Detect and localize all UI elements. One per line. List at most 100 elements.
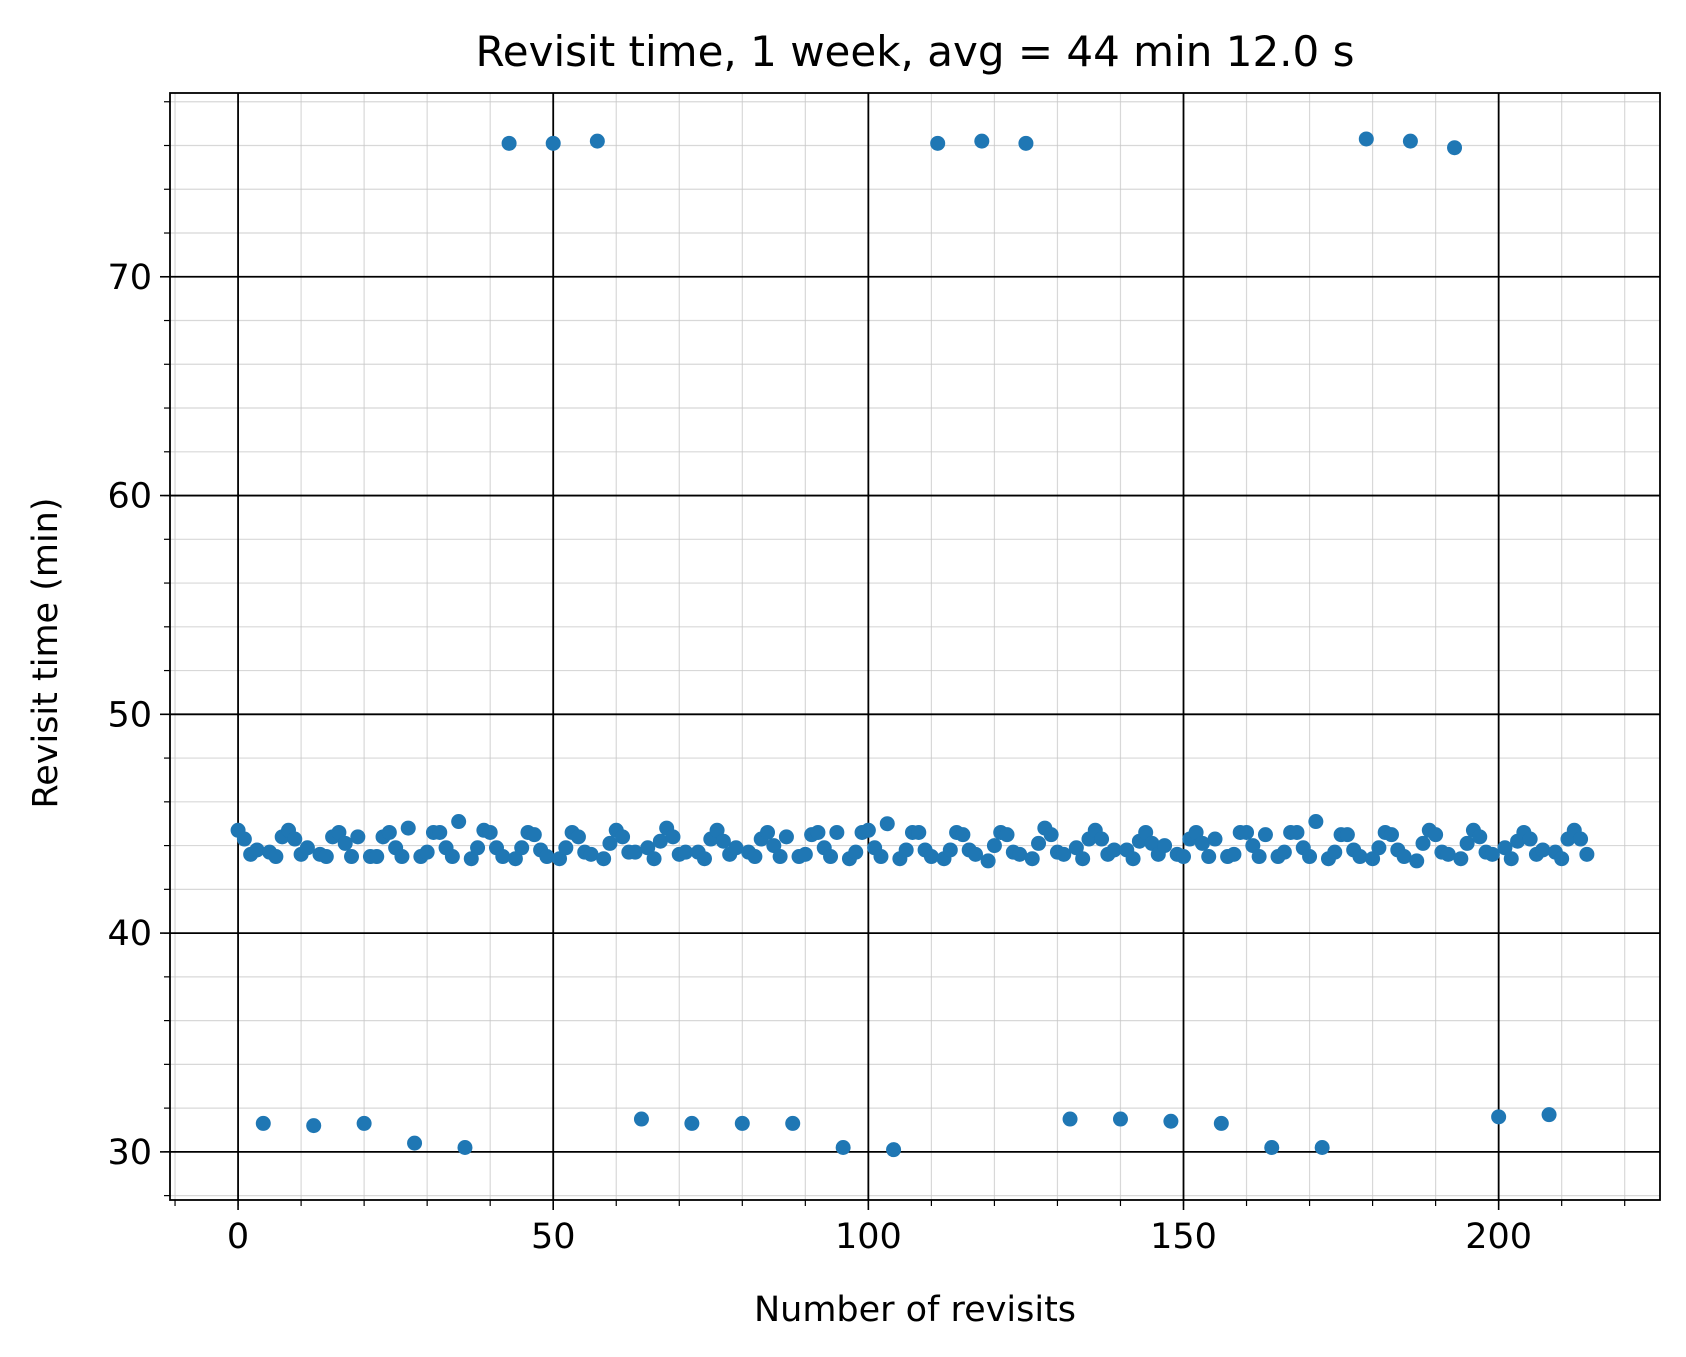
data-point bbox=[1383, 827, 1399, 843]
data-point bbox=[1352, 849, 1368, 865]
data-point bbox=[1257, 827, 1273, 843]
data-point bbox=[728, 840, 744, 856]
data-point bbox=[1138, 824, 1154, 840]
data-point bbox=[356, 1115, 372, 1131]
data-point bbox=[1264, 1139, 1280, 1155]
data-point bbox=[665, 829, 681, 845]
data-point bbox=[602, 835, 618, 851]
data-point bbox=[1554, 851, 1570, 867]
data-point bbox=[1226, 846, 1242, 862]
data-point bbox=[1201, 849, 1217, 865]
data-point bbox=[381, 824, 397, 840]
data-point bbox=[1031, 835, 1047, 851]
data-points bbox=[230, 131, 1595, 1158]
x-tick-labels: 0 50 100 150 200 bbox=[227, 1217, 1532, 1257]
y-tick-label: 50 bbox=[107, 695, 152, 735]
data-point bbox=[898, 842, 914, 858]
data-point bbox=[835, 1139, 851, 1155]
data-point bbox=[886, 1142, 902, 1158]
data-point bbox=[589, 133, 605, 149]
data-point bbox=[1194, 835, 1210, 851]
data-point bbox=[1125, 851, 1141, 867]
data-point bbox=[249, 842, 265, 858]
data-point bbox=[394, 849, 410, 865]
minor-grid bbox=[170, 93, 1660, 1200]
data-point bbox=[968, 846, 984, 862]
data-point bbox=[268, 849, 284, 865]
data-point bbox=[747, 849, 763, 865]
data-point bbox=[400, 820, 416, 836]
data-point bbox=[980, 853, 996, 869]
data-point bbox=[1339, 827, 1355, 843]
data-point bbox=[1075, 851, 1091, 867]
data-point bbox=[1302, 849, 1318, 865]
data-point bbox=[1415, 835, 1431, 851]
data-point bbox=[879, 816, 895, 832]
data-point bbox=[451, 814, 467, 830]
data-point bbox=[1402, 133, 1418, 149]
data-point bbox=[615, 829, 631, 845]
data-point bbox=[596, 851, 612, 867]
y-tick-label: 60 bbox=[107, 477, 152, 517]
data-point bbox=[558, 840, 574, 856]
data-point bbox=[236, 831, 252, 847]
data-point bbox=[1024, 851, 1040, 867]
data-point bbox=[1043, 827, 1059, 843]
x-tick-label: 150 bbox=[1150, 1217, 1217, 1257]
data-point bbox=[1188, 824, 1204, 840]
data-point bbox=[715, 833, 731, 849]
data-point bbox=[810, 824, 826, 840]
data-point bbox=[1289, 824, 1305, 840]
data-point bbox=[1409, 853, 1425, 869]
data-point bbox=[501, 135, 517, 151]
data-point bbox=[1358, 131, 1374, 147]
data-point bbox=[1535, 842, 1551, 858]
x-tick-label: 50 bbox=[531, 1217, 576, 1257]
data-point bbox=[999, 827, 1015, 843]
data-point bbox=[772, 849, 788, 865]
data-point bbox=[1472, 829, 1488, 845]
y-axis-label: Revisit time (min) bbox=[26, 497, 66, 808]
data-point bbox=[495, 849, 511, 865]
data-point bbox=[860, 822, 876, 838]
major-grid bbox=[170, 93, 1660, 1200]
data-point bbox=[848, 844, 864, 860]
data-point bbox=[734, 1115, 750, 1131]
data-point bbox=[1522, 831, 1538, 847]
axis-ticks bbox=[160, 101, 1626, 1210]
data-point bbox=[1213, 1115, 1229, 1131]
data-point bbox=[627, 844, 643, 860]
data-point bbox=[986, 838, 1002, 854]
data-point bbox=[1012, 846, 1028, 862]
data-point bbox=[552, 851, 568, 867]
data-point bbox=[1428, 827, 1444, 843]
data-point bbox=[785, 1115, 801, 1131]
data-point bbox=[570, 829, 586, 845]
y-tick-labels: 30 40 50 60 70 bbox=[107, 258, 152, 1173]
plot-frame bbox=[169, 92, 1661, 1201]
x-tick-label: 100 bbox=[835, 1217, 902, 1257]
data-point bbox=[1327, 844, 1343, 860]
data-point bbox=[507, 851, 523, 867]
data-point bbox=[1094, 831, 1110, 847]
y-tick-label: 40 bbox=[107, 914, 152, 954]
data-point bbox=[1459, 835, 1475, 851]
data-point bbox=[1365, 851, 1381, 867]
x-tick-label: 0 bbox=[227, 1217, 249, 1257]
data-point bbox=[1453, 851, 1469, 867]
data-point bbox=[696, 851, 712, 867]
data-point bbox=[1579, 846, 1595, 862]
data-point bbox=[337, 835, 353, 851]
data-point bbox=[482, 824, 498, 840]
x-axis-label: Number of revisits bbox=[754, 1290, 1076, 1330]
data-point bbox=[942, 842, 958, 858]
data-point bbox=[1503, 851, 1519, 867]
data-point bbox=[955, 827, 971, 843]
data-point bbox=[923, 849, 939, 865]
data-point bbox=[306, 1118, 322, 1134]
chart-title: Revisit time, 1 week, avg = 44 min 12.0 … bbox=[476, 27, 1355, 76]
data-point bbox=[1112, 1111, 1128, 1127]
data-point bbox=[369, 849, 385, 865]
data-point bbox=[344, 849, 360, 865]
